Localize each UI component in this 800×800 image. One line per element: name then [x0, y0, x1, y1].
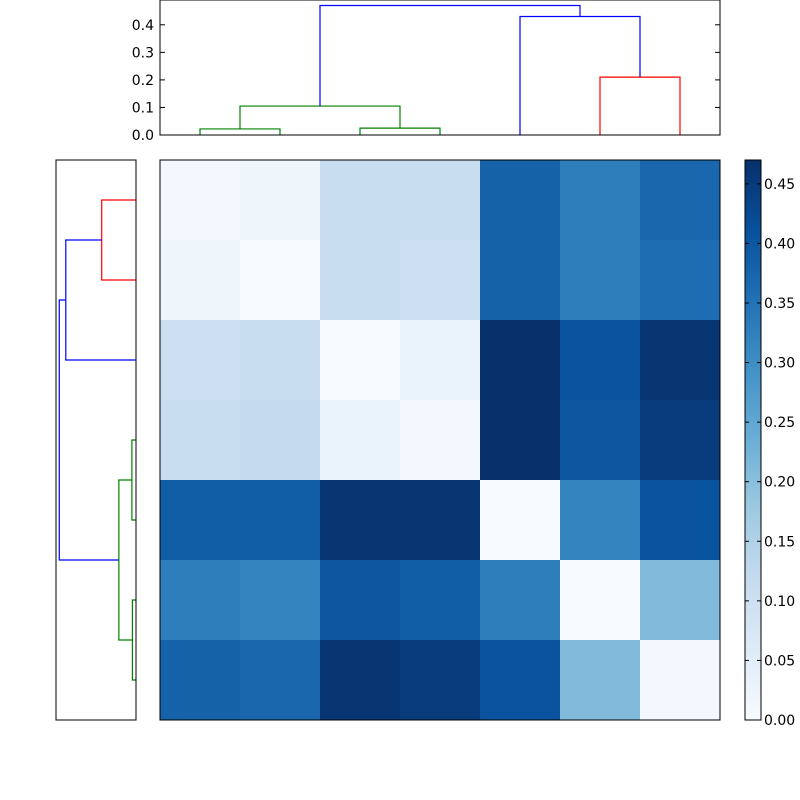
colorbar-frame: [744, 159, 762, 721]
heatmap-cell: [400, 480, 481, 561]
heatmap-cell: [640, 320, 721, 401]
heatmap-cell: [640, 480, 721, 561]
heatmap-cell: [640, 160, 721, 241]
colorbar-tick-label: 0.00: [764, 713, 795, 729]
heatmap-cell: [240, 160, 321, 241]
colorbar-tick-label: 0.05: [764, 653, 795, 669]
heatmap: [159, 159, 721, 721]
heatmap-cell: [240, 240, 321, 321]
heatmap-cell: [320, 560, 401, 641]
heatmap-cell: [480, 480, 561, 561]
heatmap-cell: [560, 640, 641, 721]
top-dendrogram: 0.0 0.1 0.2 0.3 0.4: [132, 0, 721, 144]
left-dendrogram-frame: [55, 159, 137, 721]
heatmap-cell: [400, 240, 481, 321]
heatmap-cell: [320, 400, 401, 481]
heatmap-cell: [480, 160, 561, 241]
heatmap-cell: [560, 320, 641, 401]
heatmap-cell: [480, 320, 561, 401]
colorbar-tick-label: 0.15: [764, 534, 795, 550]
heatmap-cell: [640, 240, 721, 321]
heatmap-cell: [160, 160, 241, 241]
heatmap-cell: [560, 560, 641, 641]
heatmap-cell: [320, 240, 401, 321]
heatmap-cell: [400, 560, 481, 641]
heatmap-cell: [240, 480, 321, 561]
heatmap-cell: [240, 320, 321, 401]
colorbar-tick-label: 0.40: [764, 236, 795, 252]
top-dendrogram-ytick-label: 0.3: [132, 45, 154, 61]
heatmap-cell: [480, 640, 561, 721]
left-dendrogram: [55, 159, 137, 721]
colorbar-tick-label: 0.35: [764, 296, 795, 312]
left-dendrogram-link: [58, 299, 119, 561]
heatmap-cell: [560, 240, 641, 321]
top-dendrogram-link: [319, 4, 581, 107]
top-dendrogram-frame: [159, 0, 721, 136]
heatmap-cell: [400, 400, 481, 481]
colorbar: 0.00 0.05 0.10 0.15 0.20 0.25 0.30 0.35 0.40 0.45: [744, 159, 795, 729]
heatmap-cell: [640, 560, 721, 641]
heatmap-cell: [160, 560, 241, 641]
heatmap-cell: [160, 320, 241, 401]
heatmap-cell: [400, 160, 481, 241]
heatmap-cell: [160, 640, 241, 721]
heatmap-cell: [160, 480, 241, 561]
heatmap-cell: [640, 400, 721, 481]
heatmap-cell: [240, 400, 321, 481]
colorbar-scale: [745, 160, 761, 720]
heatmap-cell: [160, 400, 241, 481]
heatmap-cell: [480, 560, 561, 641]
top-dendrogram-ytick-label: 0.0: [132, 128, 154, 144]
heatmap-cell: [480, 240, 561, 321]
heatmap-cell: [560, 160, 641, 241]
heatmap-cell: [240, 560, 321, 641]
heatmap-cell: [400, 320, 481, 401]
heatmap-cell: [320, 640, 401, 721]
heatmap-frame: [159, 159, 721, 721]
colorbar-tick-label: 0.10: [764, 594, 795, 610]
heatmap-cell: [240, 640, 321, 721]
colorbar-tick-label: 0.25: [764, 415, 795, 431]
top-dendrogram-ytick-label: 0.4: [132, 18, 154, 34]
top-dendrogram-ytick-label: 0.2: [132, 73, 154, 89]
heatmap-cell: [320, 160, 401, 241]
heatmap-cell: [560, 400, 641, 481]
colorbar-tick-label: 0.20: [764, 475, 795, 491]
heatmap-cell: [320, 320, 401, 401]
colorbar-tick-label: 0.30: [764, 356, 795, 372]
colorbar-tick-label: 0.45: [764, 177, 795, 193]
heatmap-cell: [400, 640, 481, 721]
heatmap-cell: [640, 640, 721, 721]
heatmap-cell: [320, 480, 401, 561]
heatmap-cell: [160, 240, 241, 321]
heatmap-cell: [560, 480, 641, 561]
top-dendrogram-ytick-label: 0.1: [132, 100, 154, 116]
heatmap-cell: [480, 400, 561, 481]
